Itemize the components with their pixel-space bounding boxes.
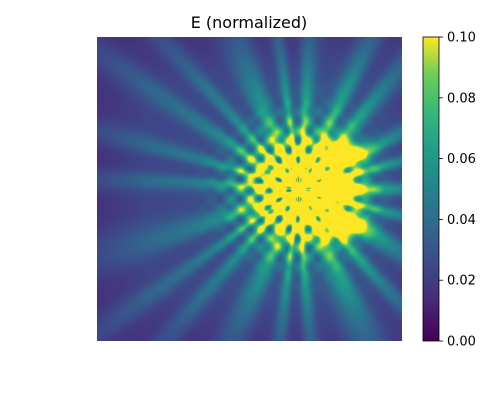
colorbar-tick-label: 0.04 [447, 213, 476, 228]
colorbar-tick-label: 0.02 [447, 274, 476, 289]
colorbar-tick-label: 0.06 [447, 152, 476, 167]
colorbar-gradient [423, 37, 439, 341]
colorbar-tick-label: 0.00 [447, 335, 476, 350]
colorbar-tick-label: 0.08 [447, 91, 476, 106]
colorbar: 0.00 0.02 0.04 0.06 0.08 0.10 [422, 31, 476, 350]
heatmap-image [97, 37, 402, 341]
colorbar-ticks: 0.00 0.02 0.04 0.06 0.08 0.10 [439, 31, 476, 350]
chart-title: E (normalized) [191, 13, 308, 32]
colorbar-tick-label: 0.10 [447, 31, 476, 46]
colorbar-frame [422, 36, 440, 342]
plot-area [97, 37, 402, 341]
